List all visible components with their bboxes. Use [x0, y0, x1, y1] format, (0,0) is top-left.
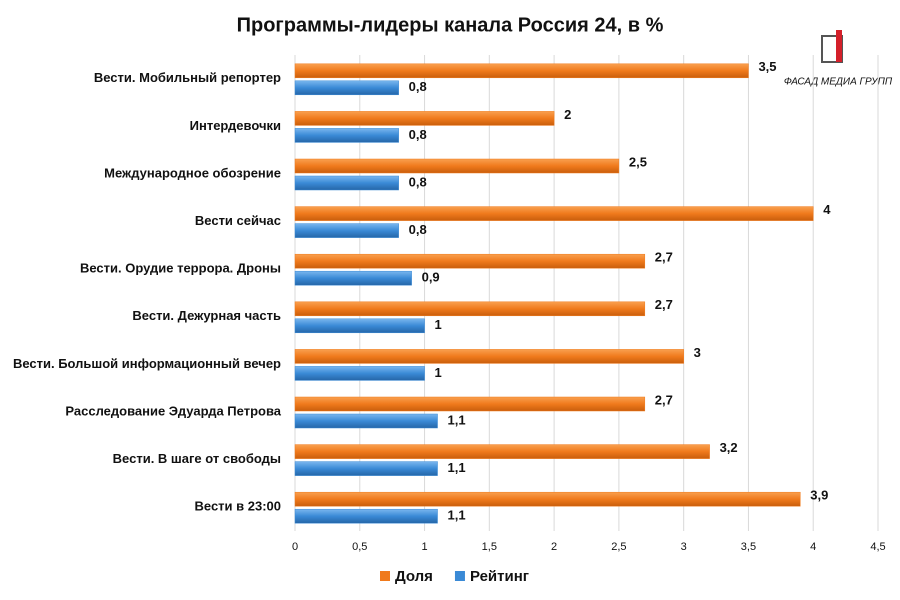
data-label: 3	[694, 345, 701, 360]
bar	[294, 158, 620, 174]
legend-label: Рейтинг	[470, 568, 529, 585]
bar	[294, 461, 438, 476]
bar	[294, 444, 710, 459]
data-label: 3,2	[720, 440, 738, 455]
x-tick-label: 1	[421, 541, 427, 553]
data-label: 2,5	[629, 154, 647, 169]
bar	[294, 349, 684, 364]
bar	[294, 366, 425, 381]
bar	[294, 80, 399, 96]
data-label: 1	[435, 317, 442, 332]
x-tick-label: 2,5	[611, 541, 626, 553]
legend-swatch	[454, 571, 465, 581]
bar	[294, 111, 555, 126]
data-label: 0,9	[422, 270, 440, 285]
x-tick-label: 2	[551, 541, 557, 553]
bar	[294, 491, 801, 507]
bar	[294, 253, 646, 269]
data-label: 1,1	[448, 412, 466, 427]
data-label: 0,8	[409, 174, 427, 189]
bar	[294, 396, 646, 412]
x-tick-label: 0,5	[352, 541, 367, 553]
data-label: 1	[435, 365, 442, 380]
bar	[294, 128, 399, 143]
chart-title: Программы-лидеры канала Россия 24, в %	[237, 14, 664, 36]
logo-text: ФАСАД МЕДИА ГРУПП	[784, 77, 893, 88]
x-tick-label: 4	[810, 541, 816, 553]
bar	[294, 318, 425, 334]
y-tick-label: Вести. Мобильный репортер	[94, 70, 281, 85]
y-tick-label: Вести. Большой информационный вечер	[13, 356, 281, 371]
y-tick-label: Вести в 23:00	[195, 499, 282, 514]
data-label: 2,7	[655, 297, 673, 312]
bar	[294, 63, 749, 79]
x-tick-label: 3	[681, 541, 687, 553]
bar	[294, 223, 399, 238]
legend-label: Доля	[395, 568, 433, 585]
x-tick-label: 3,5	[741, 541, 756, 553]
data-label: 0,8	[409, 127, 427, 142]
bar	[294, 270, 412, 286]
y-tick-label: Вести. Дежурная часть	[132, 308, 281, 323]
y-tick-label: Международное обозрение	[104, 165, 281, 180]
y-tick-label: Вести сейчас	[195, 213, 281, 228]
logo: ФАСАД МЕДИА ГРУПП	[784, 30, 893, 88]
data-label: 2,7	[655, 392, 673, 407]
data-label: 4	[823, 202, 831, 217]
data-label: 3,9	[810, 488, 828, 503]
data-label: 3,5	[758, 59, 776, 74]
data-label: 1,1	[448, 508, 466, 523]
data-label: 0,8	[409, 222, 427, 237]
bar	[294, 301, 646, 317]
y-tick-label: Интердевочки	[190, 118, 281, 133]
bar	[294, 508, 438, 524]
x-tick-label: 4,5	[870, 541, 885, 553]
x-tick-label: 0	[292, 541, 298, 553]
bar	[294, 413, 438, 429]
legend-swatch	[380, 571, 390, 581]
data-label: 1,1	[448, 460, 466, 475]
bar	[294, 206, 814, 221]
data-label: 2	[564, 107, 571, 122]
bar	[294, 175, 399, 191]
data-label: 0,8	[409, 79, 427, 94]
y-tick-label: Расследование Эдуарда Петрова	[65, 403, 281, 418]
y-tick-label: Вести. Орудие террора. Дроны	[80, 261, 281, 276]
data-label: 2,7	[655, 250, 673, 265]
y-tick-label: Вести. В шаге от свободы	[113, 451, 281, 466]
x-tick-label: 1,5	[482, 541, 497, 553]
